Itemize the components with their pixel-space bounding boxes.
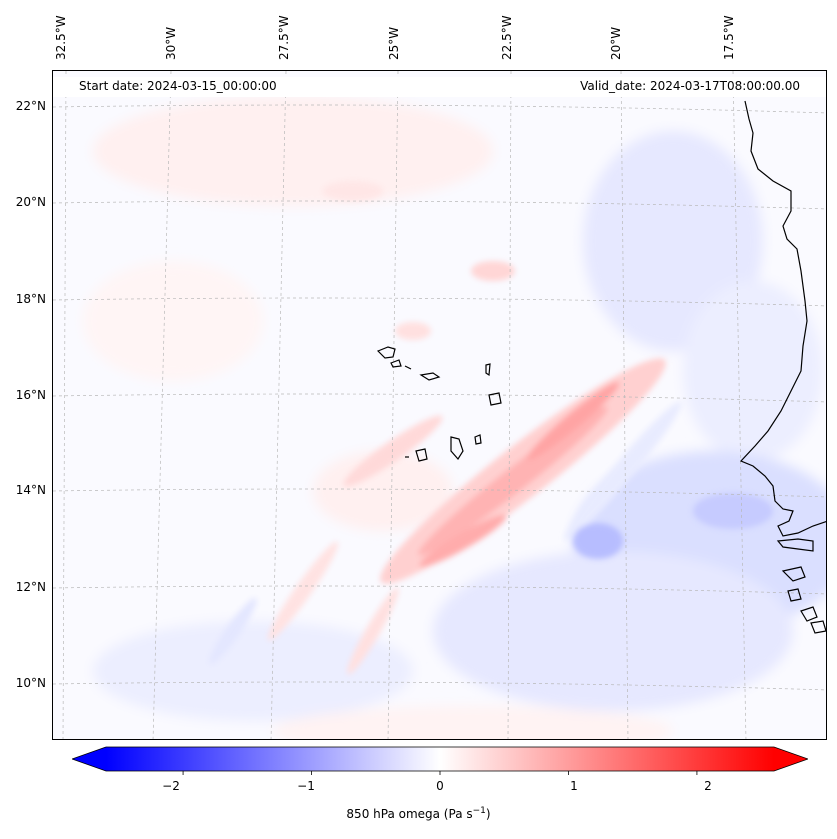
island-sao-vicente bbox=[390, 359, 402, 368]
meridian-25w bbox=[387, 71, 399, 739]
island-santiago bbox=[450, 436, 464, 461]
meridian-27-5w bbox=[270, 71, 287, 739]
omega-field-broad bbox=[83, 96, 826, 739]
lon-label-27-5w: 27.5°W bbox=[277, 15, 291, 60]
omega-field-band bbox=[209, 181, 773, 675]
meridian-22-5w bbox=[507, 71, 512, 739]
colorbar-title-exponent: −1 bbox=[472, 806, 486, 816]
lon-label-32-5w: 32.5°W bbox=[54, 15, 68, 60]
map-panel: Start date: 2024-03-15_00:00:00 Valid_da… bbox=[52, 70, 827, 740]
island-bijagos-2 bbox=[810, 620, 826, 634]
lon-label-22-5w: 22.5°W bbox=[500, 15, 514, 60]
coastline-bissau bbox=[781, 566, 806, 582]
lat-label-14n: 14°N bbox=[15, 483, 46, 497]
island-fogo bbox=[415, 448, 428, 462]
coastline-guinea bbox=[787, 588, 802, 602]
lat-label-16n: 16°N bbox=[15, 388, 46, 402]
meridian-30w bbox=[152, 71, 172, 739]
colorbar-outline bbox=[72, 746, 808, 772]
island-boa-vista bbox=[488, 392, 502, 406]
meridian-20w bbox=[620, 71, 629, 739]
colorbar-ticks bbox=[182, 771, 698, 775]
meridian-17-5w bbox=[732, 71, 747, 739]
island-sao-nicolau bbox=[419, 372, 441, 381]
colorbar-title: 850 hPa omega (Pa s−1) bbox=[0, 806, 837, 821]
island-santo-antao bbox=[376, 346, 396, 359]
african-coastline bbox=[739, 100, 826, 634]
parallel-12n bbox=[53, 585, 826, 595]
parallel-20n bbox=[53, 200, 826, 210]
parallel-18n bbox=[53, 297, 826, 307]
lon-label-20w: 20°W bbox=[609, 26, 623, 60]
colorbar-tick-1: 1 bbox=[570, 779, 578, 793]
lat-label-12n: 12°N bbox=[15, 580, 46, 594]
parallel-14n bbox=[53, 488, 826, 498]
colorbar-extend-high bbox=[774, 747, 808, 771]
island-santa-luzia bbox=[404, 365, 412, 370]
colorbar-title-close: ) bbox=[485, 807, 491, 821]
meridian-32-5w bbox=[62, 71, 67, 739]
start-date-label: Start date: 2024-03-15_00:00:00 bbox=[79, 79, 277, 93]
colorbar-tick-neg2: −2 bbox=[162, 779, 180, 793]
colorbar-tick-0: 0 bbox=[436, 779, 444, 793]
valid-date-label: Valid_date: 2024-03-17T08:00:00.00 bbox=[580, 79, 800, 93]
colorbar-tick-neg1: −1 bbox=[297, 779, 315, 793]
cape-verde-islands bbox=[376, 346, 502, 462]
lat-label-20n: 20°N bbox=[15, 195, 46, 209]
graticule bbox=[53, 71, 826, 739]
colorbar bbox=[72, 746, 808, 775]
omega-map bbox=[53, 71, 826, 739]
coastline-main bbox=[739, 100, 826, 537]
lat-label-22n: 22°N bbox=[15, 99, 46, 113]
parallel-16n bbox=[53, 393, 826, 403]
island-sal bbox=[485, 363, 491, 377]
lon-label-30w: 30°W bbox=[164, 26, 178, 60]
island-bijagos-1 bbox=[800, 606, 818, 622]
parallel-10n bbox=[53, 681, 826, 691]
info-bar: Start date: 2024-03-15_00:00:00 Valid_da… bbox=[53, 77, 826, 97]
lon-label-17-5w: 17.5°W bbox=[722, 15, 736, 60]
lon-label-25w: 25°W bbox=[387, 26, 401, 60]
colorbar-body bbox=[106, 747, 774, 771]
colorbar-extend-low bbox=[72, 747, 106, 771]
coastline-gambia bbox=[776, 538, 814, 552]
lat-label-18n: 18°N bbox=[15, 292, 46, 306]
island-maio bbox=[474, 434, 482, 445]
colorbar-tick-2: 2 bbox=[704, 779, 712, 793]
colorbar-title-text: 850 hPa omega (Pa s bbox=[346, 807, 473, 821]
parallel-22n bbox=[53, 104, 826, 114]
lat-label-10n: 10°N bbox=[15, 676, 46, 690]
